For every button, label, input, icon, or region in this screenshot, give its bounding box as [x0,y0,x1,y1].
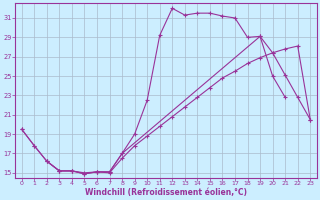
X-axis label: Windchill (Refroidissement éolien,°C): Windchill (Refroidissement éolien,°C) [85,188,247,197]
